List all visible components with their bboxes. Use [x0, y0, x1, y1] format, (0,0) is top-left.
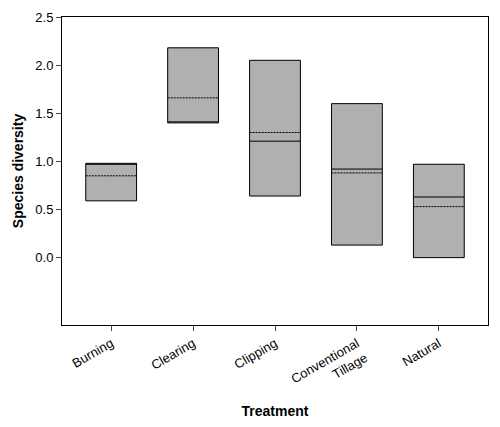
svg-text:Burning: Burning [70, 335, 116, 370]
svg-text:Species diversity: Species diversity [10, 114, 26, 229]
svg-text:1.5: 1.5 [35, 106, 53, 121]
svg-text:0.5: 0.5 [35, 202, 53, 217]
svg-text:ConventionalTillage: ConventionalTillage [288, 335, 370, 401]
svg-text:Treatment: Treatment [242, 403, 309, 419]
svg-text:0.0: 0.0 [35, 250, 53, 265]
svg-text:Clearing: Clearing [148, 335, 197, 372]
svg-text:Clipping: Clipping [232, 335, 280, 371]
svg-text:Natural: Natural [400, 335, 444, 369]
svg-text:2.5: 2.5 [35, 10, 53, 25]
svg-text:2.0: 2.0 [35, 58, 53, 73]
svg-text:1.0: 1.0 [35, 154, 53, 169]
